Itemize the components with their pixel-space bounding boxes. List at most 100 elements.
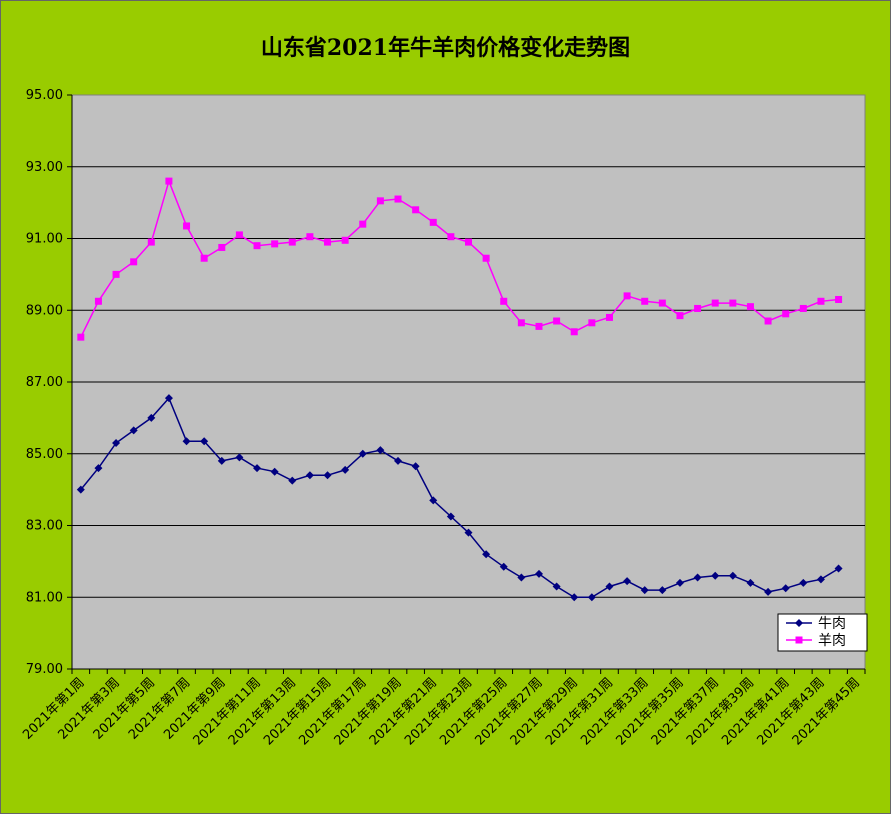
- data-point: [324, 238, 332, 246]
- data-point: [182, 437, 191, 446]
- y-tick-label: 81.00: [26, 590, 63, 605]
- data-point: [711, 571, 720, 580]
- data-point: [464, 528, 473, 537]
- data-point: [694, 304, 702, 312]
- y-tick-label: 83.00: [26, 519, 63, 534]
- data-point: [782, 310, 790, 318]
- data-point: [552, 582, 561, 591]
- data-point: [535, 322, 543, 330]
- data-point: [165, 177, 173, 185]
- data-point: [500, 297, 508, 305]
- data-point: [834, 564, 843, 573]
- data-point: [412, 206, 420, 214]
- data-point: [288, 476, 297, 485]
- data-point: [588, 319, 596, 327]
- data-point: [570, 593, 579, 602]
- y-tick-label: 79.00: [26, 662, 63, 677]
- data-point: [235, 231, 243, 239]
- data-point: [147, 413, 156, 422]
- data-point: [112, 438, 121, 447]
- data-point: [447, 233, 455, 241]
- data-point: [746, 578, 755, 587]
- data-point: [835, 295, 843, 303]
- data-point: [376, 197, 384, 205]
- y-tick-label: 91.00: [26, 232, 63, 247]
- data-point: [341, 465, 350, 474]
- data-point: [640, 586, 649, 595]
- data-point: [482, 254, 490, 262]
- y-tick-label: 93.00: [26, 160, 63, 175]
- data-point: [94, 297, 102, 305]
- data-point: [587, 593, 596, 602]
- legend-marker-mutton: [795, 636, 803, 644]
- data-point: [358, 449, 367, 458]
- data-point: [482, 550, 491, 559]
- legend-label-beef: 牛肉: [818, 616, 846, 632]
- data-point: [746, 303, 754, 311]
- data-point: [534, 569, 543, 578]
- data-point: [623, 292, 631, 300]
- data-point: [112, 270, 120, 278]
- data-point: [183, 222, 191, 230]
- data-point: [693, 573, 702, 582]
- data-point: [641, 297, 649, 305]
- data-point: [711, 299, 719, 307]
- data-point: [94, 464, 103, 473]
- legend-box: [777, 613, 868, 652]
- data-point: [764, 317, 772, 325]
- data-point: [729, 299, 737, 307]
- chart-title: 山东省2021年牛羊肉价格变化走势图: [260, 35, 631, 61]
- data-point: [235, 453, 244, 462]
- legend-label-mutton: 羊肉: [818, 633, 846, 649]
- data-point: [217, 456, 226, 465]
- data-point: [675, 578, 684, 587]
- data-point: [253, 464, 262, 473]
- data-point: [253, 242, 261, 250]
- y-tick-label: 85.00: [26, 447, 63, 462]
- data-point: [77, 333, 85, 341]
- data-point: [323, 471, 332, 480]
- data-point: [676, 312, 684, 320]
- data-point: [288, 238, 296, 246]
- data-point: [446, 512, 455, 521]
- data-point: [764, 587, 773, 596]
- data-point: [817, 297, 825, 305]
- y-tick-label: 87.00: [26, 375, 63, 390]
- data-point: [341, 236, 349, 244]
- data-point: [429, 218, 437, 226]
- data-point: [570, 328, 578, 336]
- data-point: [411, 462, 420, 471]
- data-point: [305, 471, 314, 480]
- data-point: [394, 195, 402, 203]
- data-point: [359, 220, 367, 228]
- data-point: [129, 426, 138, 435]
- data-point: [465, 238, 472, 246]
- data-point: [270, 467, 279, 476]
- y-tick-label: 95.00: [26, 88, 63, 103]
- data-point: [200, 254, 208, 262]
- y-tick-label: 89.00: [26, 303, 63, 318]
- data-point: [130, 258, 138, 266]
- data-point: [147, 238, 155, 246]
- series-group: [76, 177, 843, 602]
- legend: 牛肉 羊肉: [777, 613, 868, 652]
- data-point: [164, 394, 173, 403]
- data-point: [781, 584, 790, 593]
- data-point: [394, 456, 403, 465]
- data-point: [605, 313, 613, 321]
- legend-marker-beef: [795, 619, 803, 627]
- data-point: [658, 586, 667, 595]
- data-point: [517, 319, 525, 327]
- data-point: [76, 485, 85, 494]
- data-point: [429, 496, 438, 505]
- data-point: [306, 233, 314, 241]
- data-point: [605, 582, 614, 591]
- data-point: [376, 446, 385, 455]
- data-point: [799, 578, 808, 587]
- data-point: [816, 575, 825, 584]
- data-point: [553, 317, 561, 325]
- data-point: [271, 240, 279, 248]
- gridlines: [72, 166, 865, 598]
- y-axis: 95.00 93.00 91.00 89.00 87.00 85.00 83.00 81.00…: [26, 88, 73, 677]
